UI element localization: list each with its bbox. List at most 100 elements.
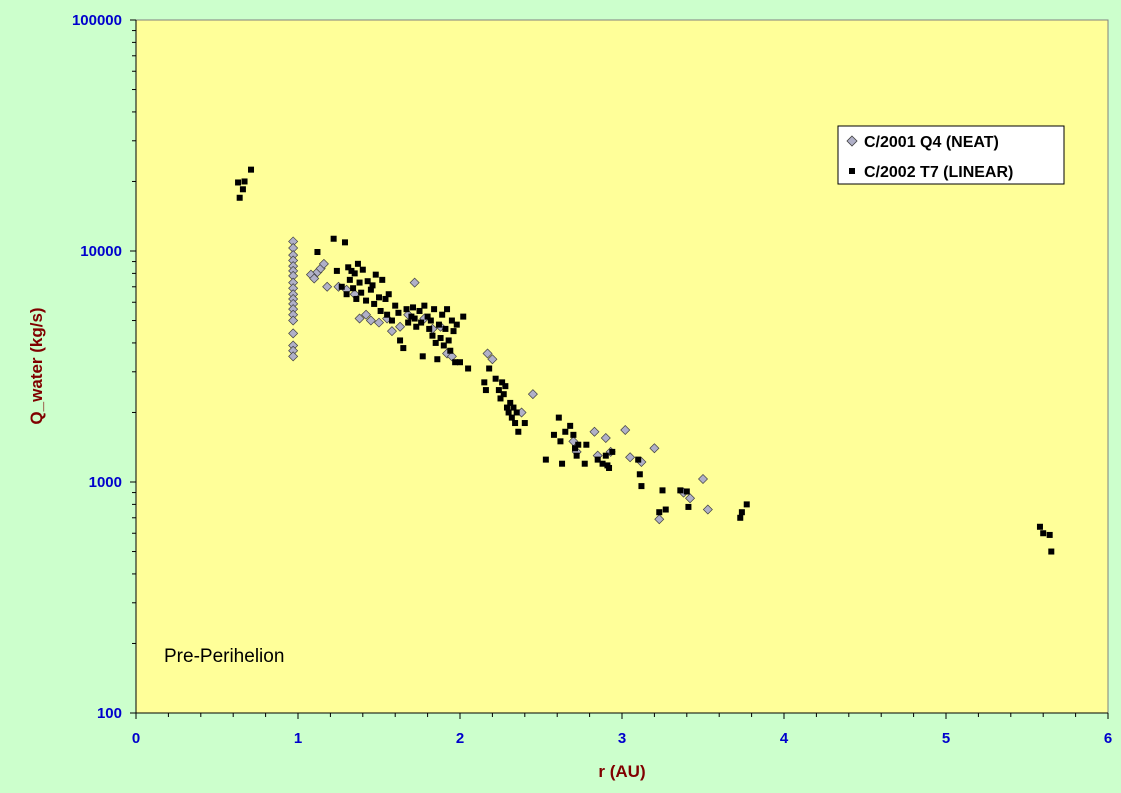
annotation-pre-perihelion: Pre-Perihelion (164, 646, 284, 667)
data-point-diamond (620, 424, 631, 435)
data-point-square (379, 276, 386, 283)
data-point-diamond (365, 315, 376, 326)
data-point-square (602, 452, 609, 459)
data-point-square (583, 441, 590, 448)
data-point-square (599, 460, 606, 467)
data-point-square (521, 420, 528, 427)
data-point-square (581, 460, 588, 467)
data-point-square (550, 431, 557, 438)
data-point-square (351, 270, 358, 277)
data-point-square (350, 285, 357, 292)
data-point-square (609, 448, 616, 455)
data-point-square (465, 365, 472, 372)
data-point-square (460, 313, 467, 320)
x-tick-label: 3 (618, 730, 626, 747)
y-tick-label: 1000 (89, 474, 122, 491)
data-point-square (359, 266, 366, 273)
data-point-square (662, 506, 669, 513)
data-point-square (427, 317, 434, 324)
data-point-square (429, 332, 436, 339)
x-tick-label: 5 (942, 730, 950, 747)
data-point-square (499, 379, 506, 386)
data-point-square (424, 313, 431, 320)
data-point-square (508, 414, 515, 421)
data-point-square (439, 311, 446, 318)
data-point-diamond (409, 277, 420, 288)
data-point-square (345, 264, 352, 271)
data-point-square (606, 464, 613, 471)
y-tick-label: 100000 (72, 12, 122, 29)
data-point-square (677, 487, 684, 494)
data-point-square (338, 283, 345, 290)
data-point-square (363, 297, 370, 304)
y-axis-title: Q_water (kg/s) (27, 307, 46, 424)
data-point-square (573, 452, 580, 459)
data-point-square (444, 306, 451, 313)
data-point-square (239, 186, 246, 193)
data-point-square (445, 337, 452, 344)
data-point-square (515, 428, 522, 435)
data-point-square (413, 323, 420, 330)
data-point-square (348, 267, 355, 274)
legend-diamond-marker (846, 135, 858, 147)
data-point-square (421, 302, 428, 309)
x-tick-label: 2 (456, 730, 464, 747)
data-point-square (377, 307, 384, 314)
data-point-square (500, 391, 507, 398)
data-point-square (248, 166, 255, 173)
data-point-square (354, 260, 361, 267)
legend-label-linear: C/2002 T7 (LINEAR) (864, 164, 1013, 181)
data-point-square (346, 276, 353, 283)
data-point-square (408, 313, 415, 320)
data-point-square (542, 456, 549, 463)
data-point-diamond (288, 328, 299, 339)
data-point-diamond (395, 321, 406, 332)
data-point-square (405, 319, 412, 326)
data-point-square (431, 306, 438, 313)
data-point-square (371, 300, 378, 307)
data-point-square (448, 317, 455, 324)
data-point-square (743, 501, 750, 508)
data-point-square (559, 460, 566, 467)
data-point-square (513, 409, 520, 416)
data-point-diamond (685, 493, 696, 504)
data-point-diamond (309, 273, 320, 284)
legend-box (837, 125, 1065, 185)
data-point-square (453, 321, 460, 328)
data-point-square (236, 194, 243, 201)
data-point-diamond (589, 426, 600, 437)
data-point-square (403, 306, 410, 313)
data-point-square (594, 456, 601, 463)
data-point-square (572, 445, 579, 452)
data-point-square (635, 456, 642, 463)
data-point-diamond (322, 281, 333, 292)
data-point-square (575, 441, 582, 448)
data-point-diamond (288, 315, 299, 326)
data-point-diamond (625, 452, 636, 463)
data-point-square (505, 409, 512, 416)
legend-item-neat: C/2001 Q4 (NEAT) (846, 134, 999, 151)
data-point-square (1048, 548, 1055, 555)
data-point-square (1040, 530, 1047, 537)
data-point-square (392, 302, 399, 309)
data-point-square (395, 309, 402, 316)
data-point-diamond (318, 258, 329, 269)
data-point-square (397, 337, 404, 344)
data-point-square (369, 282, 376, 289)
data-point-square (426, 325, 433, 332)
data-point-diamond (527, 389, 538, 400)
data-point-square (457, 359, 463, 366)
data-point-square (452, 359, 459, 366)
data-point-diamond (600, 433, 611, 444)
data-point-square (510, 404, 517, 411)
data-point-square (330, 235, 337, 242)
data-point-square (562, 428, 569, 435)
data-point-square (235, 179, 242, 186)
data-point-square (497, 395, 504, 402)
data-point-square (341, 239, 348, 246)
data-point-square (503, 404, 510, 411)
data-point-diamond (482, 348, 493, 359)
data-point-square (482, 387, 489, 394)
